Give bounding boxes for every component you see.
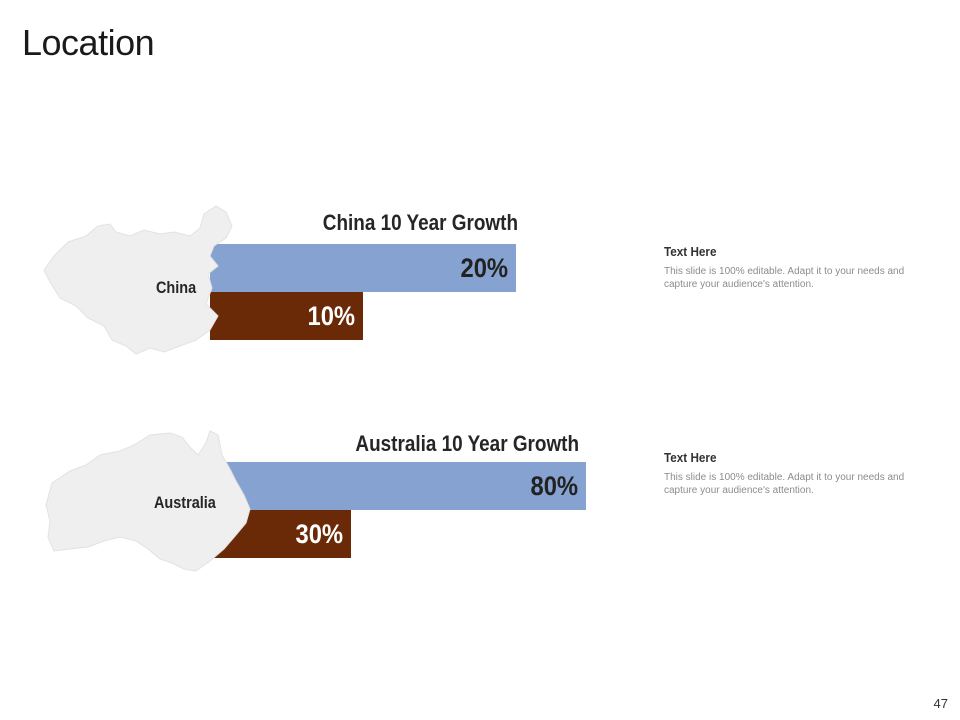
australia-growth-value: 80% [530,470,578,501]
china-text-block: Text Here This slide is 100% editable. A… [664,244,924,291]
australia-map-shape [45,430,251,572]
australia-base-value: 30% [295,518,343,549]
page-number: 47 [933,696,948,711]
australia-growth-block: Australia Australia 10 Year Growth 80% 3… [0,425,960,625]
australia-text-heading: Text Here [664,450,717,465]
australia-map-label: Australia [154,493,216,512]
china-growth-bar: 20% [210,244,516,292]
australia-text-block: Text Here This slide is 100% editable. A… [664,450,924,497]
china-text-body: This slide is 100% editable. Adapt it to… [664,266,905,290]
china-base-bar: 10% [210,292,363,340]
china-base-value: 10% [307,300,355,331]
china-chart-title: China 10 Year Growth [322,210,518,235]
china-growth-block: China China 10 Year Growth 20% 10% Text … [0,200,960,400]
australia-text-body: This slide is 100% editable. Adapt it to… [664,472,905,496]
slide-title: Location [22,22,155,63]
australia-growth-bar: 80% [210,462,586,510]
china-map: China [40,200,260,360]
china-growth-value: 20% [460,252,508,283]
australia-chart-title: Australia 10 Year Growth [355,431,579,456]
china-text-heading: Text Here [664,244,717,259]
china-map-shape [43,205,233,355]
australia-map: Australia [40,425,260,585]
china-map-label: China [156,278,197,297]
